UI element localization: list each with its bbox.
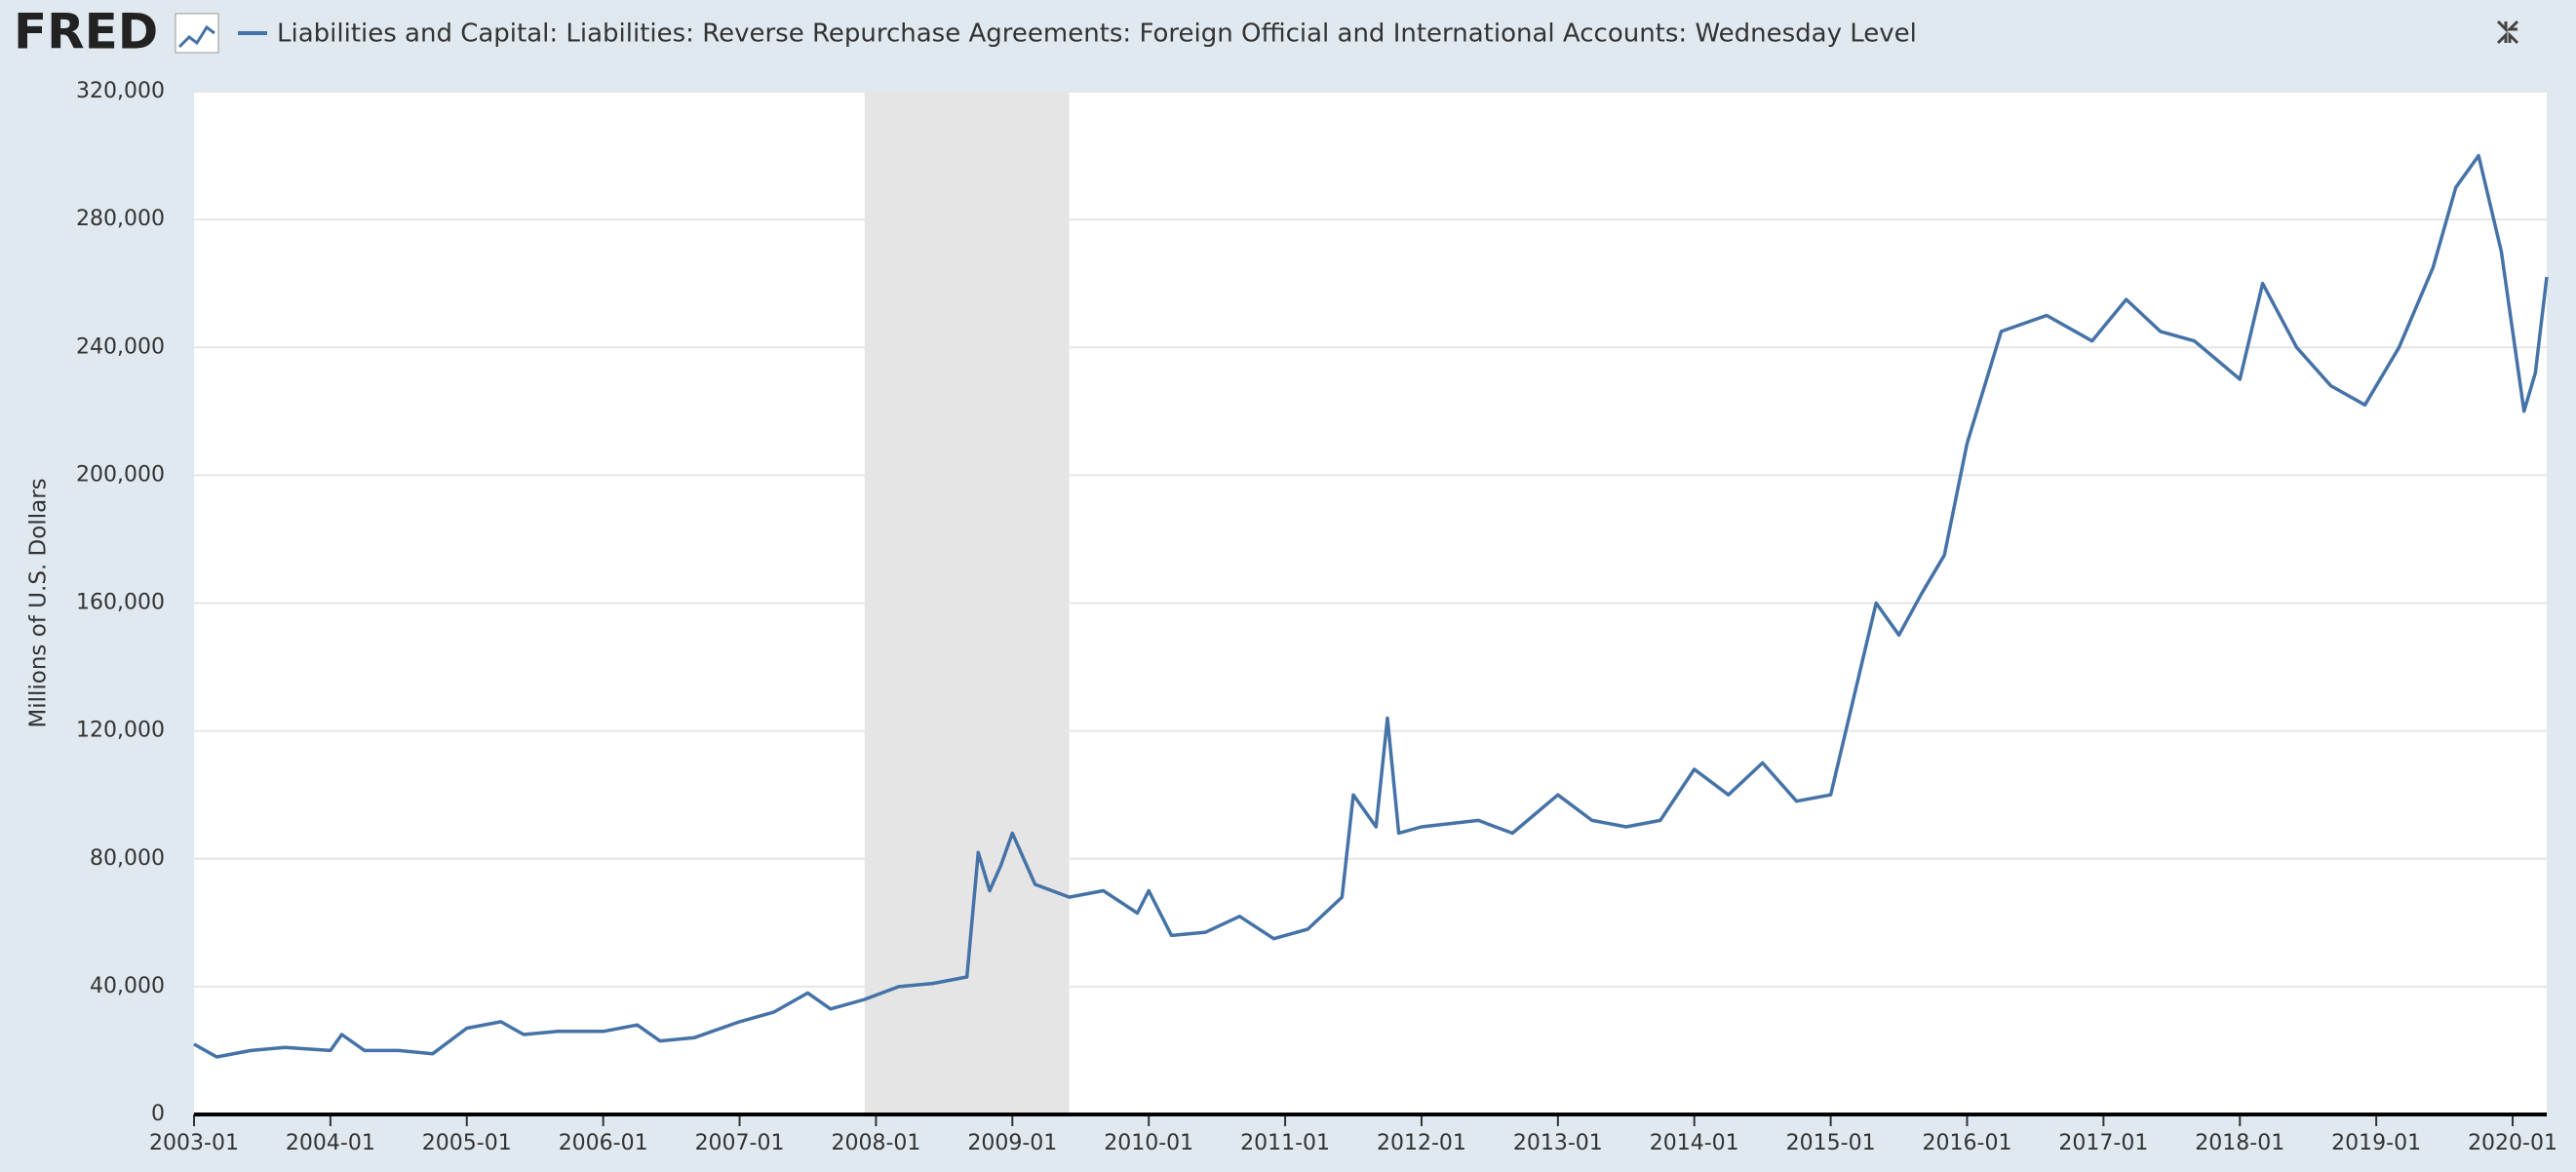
x-tick-label: 2004-01 xyxy=(286,1131,375,1155)
x-tick-label: 2012-01 xyxy=(1377,1131,1466,1155)
x-tick-label: 2010-01 xyxy=(1104,1131,1193,1155)
y-tick-label: 280,000 xyxy=(76,207,165,231)
y-tick-label: 120,000 xyxy=(76,719,165,743)
logo-icon xyxy=(175,13,219,54)
x-tick-label: 2005-01 xyxy=(422,1131,512,1155)
x-tick-label: 2009-01 xyxy=(967,1131,1057,1155)
series-line xyxy=(193,153,2549,1059)
y-tick-label: 40,000 xyxy=(90,974,165,998)
x-tick-label: 2018-01 xyxy=(2195,1131,2284,1155)
fullscreen-icon[interactable] xyxy=(2496,20,2519,45)
y-axis-label: Millions of U.S. Dollars xyxy=(26,478,52,727)
y-tick-label: 160,000 xyxy=(76,591,165,615)
x-tick-label: 2008-01 xyxy=(831,1131,920,1155)
x-tick-label: 2020-01 xyxy=(2468,1131,2557,1155)
x-tick-label: 2016-01 xyxy=(1923,1131,2012,1155)
x-tick-label: 2014-01 xyxy=(1650,1131,1739,1155)
logo: FRED xyxy=(14,4,158,60)
y-tick-label: 80,000 xyxy=(90,846,165,871)
x-tick-label: 2019-01 xyxy=(2331,1131,2421,1155)
y-tick-label: 200,000 xyxy=(76,462,165,487)
y-tick-label: 0 xyxy=(151,1102,165,1126)
x-tick-label: 2015-01 xyxy=(1786,1131,1876,1155)
x-tick-label: 2011-01 xyxy=(1240,1131,1330,1155)
y-tick-label: 320,000 xyxy=(76,79,165,103)
x-tick-label: 2003-01 xyxy=(149,1131,239,1155)
x-tick-label: 2017-01 xyxy=(2058,1131,2148,1155)
x-tick-label: 2013-01 xyxy=(1513,1131,1603,1155)
x-tick-label: 2007-01 xyxy=(695,1131,785,1155)
x-tick-label: 2006-01 xyxy=(559,1131,648,1155)
y-tick-label: 240,000 xyxy=(76,334,165,359)
legend-label: Liabilities and Capital: Liabilities: Re… xyxy=(277,20,1917,49)
